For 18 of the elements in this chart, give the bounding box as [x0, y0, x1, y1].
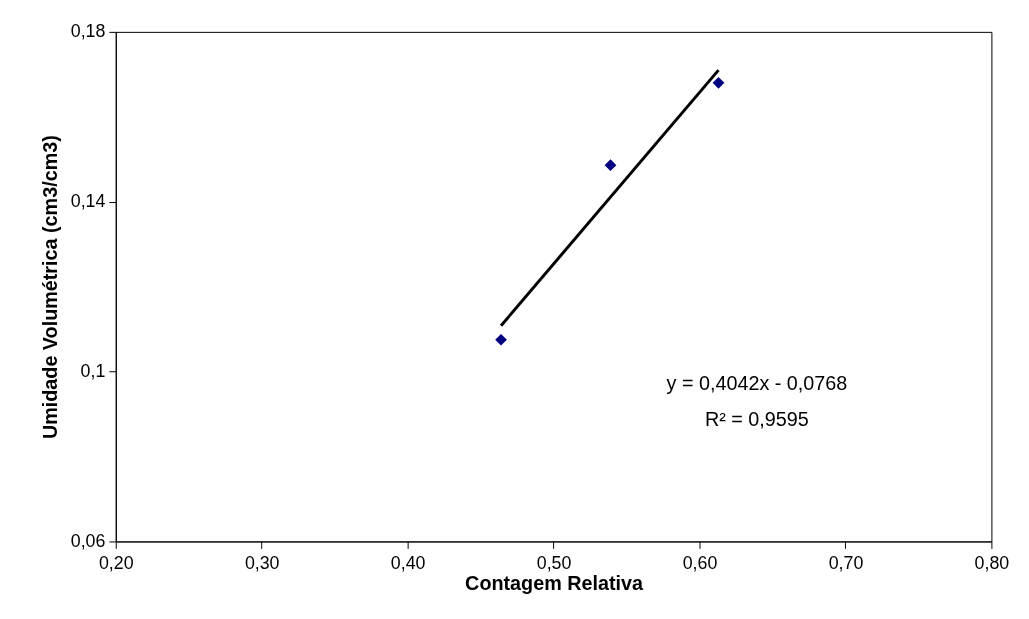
x-tick-label: 0,40	[390, 552, 426, 573]
annotation: y = 0,4042x - 0,0768	[666, 372, 848, 395]
x-tick-label: 0,60	[682, 552, 718, 573]
y-axis-title: Umidade Volumétrica (cm3/cm3)	[38, 135, 61, 440]
x-tick-label: 0,20	[98, 552, 134, 573]
x-tick-label: 0,50	[536, 552, 572, 573]
point	[712, 76, 725, 89]
x-axis-title: Contagem Relativa	[465, 572, 645, 595]
y-tick-label: 0,14	[70, 191, 106, 212]
y-tick-label: 0,06	[70, 530, 106, 551]
y-tick-label: 0,18	[70, 21, 106, 42]
point	[495, 333, 507, 346]
annotation: R² = 0,9595	[704, 407, 809, 430]
x-tick-label: 0,30	[244, 552, 280, 573]
point	[604, 159, 617, 172]
x-tick-label: 0,80	[974, 552, 1010, 573]
y-tick-label: 0,1	[80, 361, 106, 382]
x-tick-label: 0,70	[828, 552, 864, 573]
